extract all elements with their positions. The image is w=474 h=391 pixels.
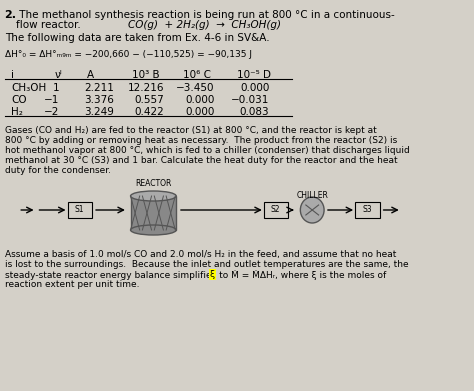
FancyBboxPatch shape (130, 196, 176, 230)
Text: duty for the condenser.: duty for the condenser. (5, 166, 110, 175)
Text: 2.: 2. (5, 10, 17, 20)
Ellipse shape (130, 225, 176, 235)
FancyBboxPatch shape (355, 202, 380, 218)
Text: −2: −2 (44, 107, 59, 117)
Text: νᴵ: νᴵ (55, 70, 63, 80)
Text: 0.000: 0.000 (185, 95, 215, 105)
Text: is lost to the surroundings.  Because the inlet and outlet temperatures are the : is lost to the surroundings. Because the… (5, 260, 408, 269)
Text: The following data are taken from Ex. 4-6 in SV&A.: The following data are taken from Ex. 4-… (5, 33, 269, 43)
Text: 10³ B: 10³ B (132, 70, 160, 80)
Text: S1: S1 (75, 206, 84, 215)
Text: CO: CO (11, 95, 27, 105)
FancyBboxPatch shape (68, 202, 92, 218)
Text: 3.249: 3.249 (84, 107, 114, 117)
Text: 1: 1 (53, 83, 59, 93)
Text: 0.083: 0.083 (240, 107, 269, 117)
Text: A: A (87, 70, 94, 80)
Text: 10⁶ C: 10⁶ C (182, 70, 210, 80)
Text: CH₃OH: CH₃OH (11, 83, 46, 93)
Text: methanol at 30 °C (S3) and 1 bar. Calculate the heat duty for the reactor and th: methanol at 30 °C (S3) and 1 bar. Calcul… (5, 156, 397, 165)
Ellipse shape (130, 191, 176, 201)
Text: flow reactor.: flow reactor. (17, 20, 81, 30)
Text: −3.450: −3.450 (176, 83, 215, 93)
Text: 0.000: 0.000 (240, 83, 269, 93)
Text: The methanol synthesis reaction is being run at 800 °C in a continuous-: The methanol synthesis reaction is being… (17, 10, 395, 20)
Text: ξ: ξ (210, 270, 215, 279)
Text: S2: S2 (271, 206, 281, 215)
Text: reaction extent per unit time.: reaction extent per unit time. (5, 280, 139, 289)
Text: −1: −1 (44, 95, 59, 105)
Text: REACTOR: REACTOR (135, 179, 172, 188)
Text: 3.376: 3.376 (84, 95, 114, 105)
Text: 0.000: 0.000 (185, 107, 215, 117)
Text: Gases (CO and H₂) are fed to the reactor (S1) at 800 °C, and the reactor is kept: Gases (CO and H₂) are fed to the reactor… (5, 126, 376, 135)
Text: 2.211: 2.211 (84, 83, 114, 93)
Text: 800 °C by adding or removing heat as necessary.  The product from the reactor (S: 800 °C by adding or removing heat as nec… (5, 136, 397, 145)
Text: 10⁻⁵ D: 10⁻⁵ D (237, 70, 271, 80)
Text: CHILLER: CHILLER (296, 191, 328, 200)
Text: steady-state reactor energy balance simplifies to Ṁ = ṀΔHᵣ, where ξ is the moles: steady-state reactor energy balance simp… (5, 270, 386, 280)
Text: H₂: H₂ (11, 107, 23, 117)
Text: i: i (11, 70, 14, 80)
Text: CO(g)  + 2H₂(g)  →  CH₃OH(g): CO(g) + 2H₂(g) → CH₃OH(g) (128, 20, 281, 30)
Text: 12.216: 12.216 (128, 83, 164, 93)
Text: 0.557: 0.557 (135, 95, 164, 105)
Text: ΔH°₀ = ΔH°ₘ₉ₘ = −200,660 − (−110,525) = −90,135 J: ΔH°₀ = ΔH°ₘ₉ₘ = −200,660 − (−110,525) = … (5, 50, 252, 59)
Circle shape (301, 197, 324, 223)
Text: S3: S3 (362, 206, 372, 215)
Text: hot methanol vapor at 800 °C, which is fed to a chiller (condenser) that dischar: hot methanol vapor at 800 °C, which is f… (5, 146, 410, 155)
Text: Assume a basis of 1.0 mol/s CO and 2.0 mol/s H₂ in the feed, and assume that no : Assume a basis of 1.0 mol/s CO and 2.0 m… (5, 250, 396, 259)
FancyBboxPatch shape (264, 202, 289, 218)
Text: −0.031: −0.031 (231, 95, 269, 105)
Text: 0.422: 0.422 (135, 107, 164, 117)
